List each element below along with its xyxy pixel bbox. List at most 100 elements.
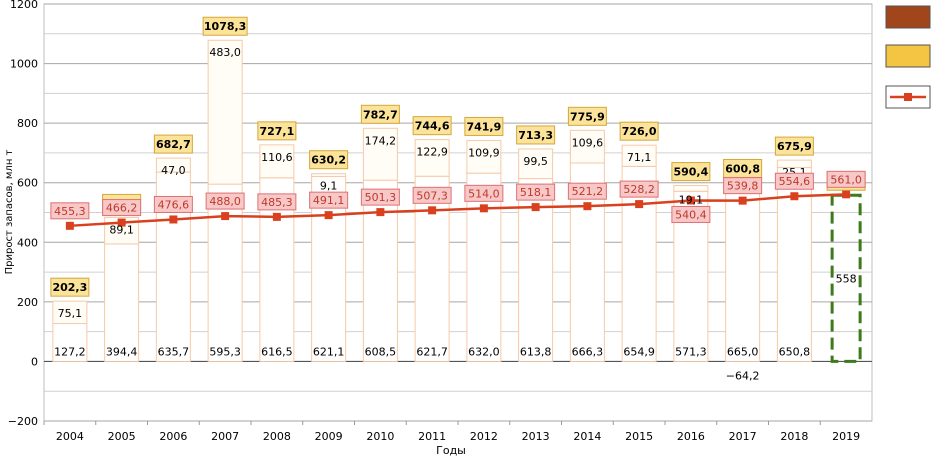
total-label-box [50, 277, 90, 297]
trend-marker [479, 204, 488, 213]
bar-increment-label: 122,9 [416, 146, 448, 159]
total-label-box [619, 121, 659, 141]
trend-label: 466,2 [106, 202, 138, 215]
total-label: 744,6 [415, 120, 450, 133]
bar-base-label: 571,3 [675, 345, 707, 358]
bar-increment [466, 139, 502, 174]
legend-swatch-brown [885, 5, 931, 29]
trend-label-box [723, 177, 763, 195]
trend-marker [428, 206, 437, 215]
trend-marker [686, 196, 695, 205]
bar-increment-label: 174,2 [365, 134, 397, 147]
total-label: 630,2 [311, 154, 346, 167]
bar-base [207, 183, 243, 362]
bar-increment-label: 483,0 [209, 46, 241, 59]
total-label-box [774, 136, 814, 156]
y-tick-label: 600 [17, 177, 38, 190]
y-tick-label: −200 [8, 415, 38, 428]
bar-increment [414, 139, 450, 177]
trend-label-box [153, 195, 193, 213]
bar-base-label: 595,3 [209, 345, 241, 358]
bar-increment-label: 110,6 [261, 151, 293, 164]
bar-increment-label: 89,1 [109, 223, 134, 236]
total-label-box [516, 125, 556, 145]
x-tick-label: 2004 [56, 430, 84, 443]
trend-marker [583, 202, 592, 211]
trend-label: 518,1 [520, 186, 552, 199]
y-tick-label: 1000 [10, 58, 38, 71]
total-label: 590,4 [673, 166, 708, 179]
trend-marker [790, 192, 799, 201]
bar-base [725, 162, 761, 362]
bar-base-label: 608,5 [365, 345, 397, 358]
trend-label: 514,0 [468, 187, 500, 200]
bar-base [104, 243, 140, 362]
trend-label: 455,3 [54, 205, 86, 218]
trend-label-box [464, 184, 504, 202]
trend-label-box [102, 199, 142, 217]
trend-label: 540,4 [675, 208, 707, 221]
bar-increment [776, 159, 812, 169]
bar-increment-label: 99,5 [523, 155, 548, 168]
trend-label: 561,0 [830, 173, 862, 186]
trend-marker [272, 212, 281, 221]
bar-base [621, 165, 657, 362]
total-label-box [309, 150, 349, 170]
trend-label-box [309, 191, 349, 209]
trend-label-box [619, 180, 659, 198]
total-label: 675,9 [777, 140, 812, 153]
legend-swatch-yellow [885, 44, 931, 68]
bar-increment [362, 127, 398, 181]
bar-increment-label: 19,1 [679, 194, 704, 207]
bar-base [414, 175, 450, 362]
total-label-box [671, 162, 711, 182]
bar-increment [569, 129, 605, 164]
bar-base-label: 127,2 [54, 345, 86, 358]
trend-marker [738, 196, 747, 205]
x-tick-label: 2007 [211, 430, 239, 443]
bar-increment-label: 71,1 [627, 151, 652, 164]
x-tick-label: 2012 [470, 430, 498, 443]
total-label: 713,3 [518, 129, 553, 142]
data-labels: 558 127,2 394,4 635,7 595,3 616,5 621,1 608,5 62… [50, 16, 866, 382]
trend-label: 521,2 [572, 185, 604, 198]
trend-marker [842, 190, 851, 199]
bar-base-label: 621,1 [313, 345, 345, 358]
bar-increment [259, 144, 295, 179]
forecast-label: 558 [836, 272, 857, 285]
total-label: 726,0 [622, 125, 657, 138]
legend [885, 5, 931, 109]
bar-increment [52, 300, 88, 325]
bar-base-label: 666,3 [572, 345, 604, 358]
total-label-box [257, 121, 297, 141]
bar-increment-label: 47,0 [161, 164, 186, 177]
total-label: 727,1 [259, 125, 294, 138]
trend-label-box [360, 188, 400, 206]
trend-label: 528,2 [623, 183, 655, 196]
trend-label: 485,3 [261, 196, 293, 209]
total-label: 600,8 [725, 162, 760, 175]
trend-label-box [826, 170, 866, 188]
trend-marker [65, 221, 74, 230]
bar-increment [155, 157, 191, 173]
trend-marker [531, 203, 540, 212]
trend-label-box [671, 205, 711, 223]
bar-increment-label: 109,6 [572, 136, 604, 149]
x-tick-label: 2018 [780, 430, 808, 443]
trend-label: 491,1 [313, 194, 345, 207]
bar-base-label: 650,8 [779, 345, 811, 358]
y-tick-label: 0 [31, 355, 38, 368]
bar-base-label: 654,9 [623, 345, 655, 358]
total-label-box [567, 106, 607, 126]
bar-increment-label: −64,2 [726, 369, 760, 382]
bar-increment [311, 173, 347, 177]
trend-label: 507,3 [416, 189, 448, 202]
trend-marker [324, 211, 333, 220]
forecast-bar [830, 193, 862, 363]
trend-label-box [516, 183, 556, 201]
bar-increment [207, 39, 243, 185]
trend-label-box [412, 186, 452, 204]
legend-trend-marker [904, 93, 912, 101]
y-tick-label: 800 [17, 117, 38, 130]
